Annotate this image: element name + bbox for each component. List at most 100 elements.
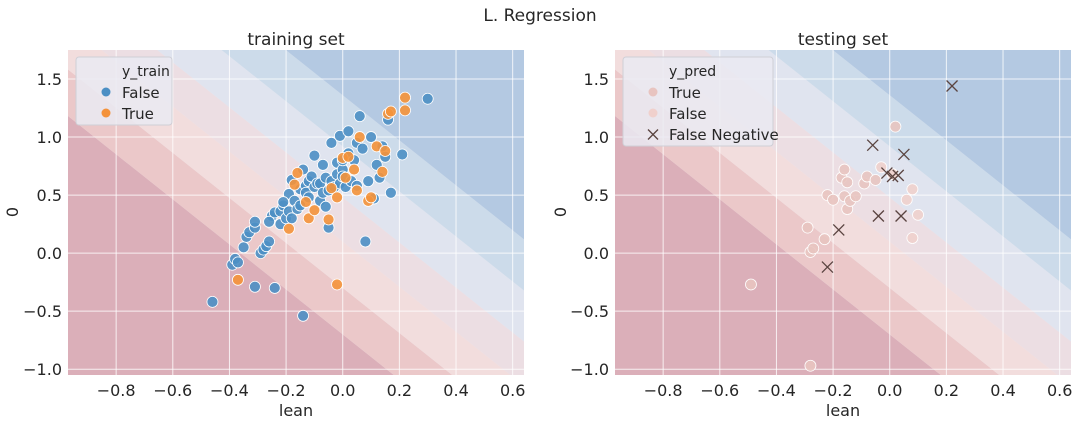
legend-entry: True	[101, 105, 154, 123]
pred-true-point	[869, 174, 882, 186]
false-point	[396, 148, 409, 161]
legend-entry: True	[648, 84, 701, 102]
y-tick-label: 1.0	[37, 128, 62, 147]
y-tick-label: 1.0	[584, 128, 609, 147]
false-negative-point	[892, 169, 905, 182]
x-tick-label: 0.0	[877, 381, 902, 400]
true-point	[232, 273, 244, 286]
true-point	[379, 145, 392, 157]
pred-false-point	[906, 183, 919, 196]
x-tick-label: 0.6	[1047, 381, 1072, 400]
false-point	[317, 159, 329, 171]
y-tick-label: 1.5	[584, 70, 609, 89]
decision-region-band	[704, 50, 1071, 342]
y-tick-label: −1.0	[23, 360, 62, 379]
legend: y_pred True False False Negative	[622, 56, 779, 147]
y-tick-label: −0.5	[23, 302, 62, 321]
x-tick-label: 0.6	[500, 381, 525, 400]
legend-label: False	[122, 84, 160, 102]
false-point	[359, 235, 372, 248]
false-point	[356, 142, 369, 155]
pred-true-point	[818, 233, 831, 246]
y-tick-label: 0.5	[37, 186, 62, 205]
y-tick-label: −0.5	[570, 302, 609, 321]
legend-label: True	[121, 105, 154, 123]
x-tick-label: 0.2	[387, 381, 412, 400]
decision-region-band	[615, 116, 941, 375]
pred-true-point	[838, 163, 851, 176]
legend-label: False	[669, 105, 707, 123]
legend-label: True	[668, 84, 701, 102]
pred-true-point	[804, 359, 817, 372]
y-axis-label: 0	[551, 207, 570, 217]
false-point	[249, 215, 261, 228]
false-negative-point	[946, 80, 959, 92]
chart-title: testing set	[798, 30, 889, 50]
pred-true-point	[807, 242, 820, 255]
legend-title: y_train	[122, 64, 170, 80]
true-point	[342, 150, 355, 163]
true-point	[288, 178, 301, 191]
decision-region-band	[768, 50, 1071, 291]
legend-marker	[101, 87, 111, 97]
true-point	[353, 131, 366, 143]
legend-entry: False Negative	[647, 126, 779, 144]
legend-marker	[101, 108, 111, 118]
y-tick-label: 0.0	[584, 244, 609, 263]
y-tick-label: 0.5	[584, 186, 609, 205]
true-point	[308, 204, 321, 217]
true-point	[283, 222, 295, 235]
legend-entry: False	[648, 105, 707, 123]
true-point	[322, 213, 335, 226]
pred-true-point	[889, 120, 902, 133]
pred-true-point	[801, 221, 814, 234]
pred-false-point	[886, 168, 899, 181]
testing-set-panel: testing set lean 0 −0.8 −0.6 −0.4 −0.2 0.0 0.…	[551, 30, 1072, 420]
decision-region-band	[221, 50, 524, 291]
legend-entry: False	[101, 84, 160, 102]
pred-true-point	[849, 190, 862, 203]
legend-marker	[648, 108, 658, 118]
x-tick-label: −0.6	[153, 381, 192, 400]
pred-false-point	[906, 232, 919, 244]
false-point	[362, 175, 375, 188]
true-point	[302, 212, 315, 225]
legend-title: y_pred	[669, 64, 716, 80]
true-point	[339, 171, 352, 184]
true-point	[350, 184, 363, 197]
false-point	[268, 282, 281, 294]
y-tick-label: 1.5	[37, 70, 62, 89]
false-point	[206, 295, 219, 308]
pred-false-point	[912, 208, 924, 221]
x-tick-label: 0.0	[330, 381, 355, 400]
false-negative-point	[866, 139, 879, 152]
false-point	[421, 92, 434, 105]
true-point	[399, 104, 411, 117]
y-axis-label: 0	[3, 207, 22, 217]
true-point	[331, 278, 343, 291]
figure-suptitle: L. Regression	[483, 6, 596, 26]
false-point	[249, 280, 261, 293]
false-point	[384, 186, 397, 199]
true-point	[325, 182, 338, 195]
x-tick-label: −0.2	[267, 381, 306, 400]
pred-true-point	[745, 278, 757, 291]
false-negative-point	[872, 210, 885, 222]
x-tick-label: 0.4	[990, 381, 1015, 400]
false-negative-point	[897, 148, 910, 161]
true-point	[384, 105, 397, 118]
true-point	[331, 191, 343, 204]
false-point	[353, 110, 366, 123]
x-axis-label: lean	[826, 401, 860, 420]
y-tick-label: −1.0	[570, 360, 609, 379]
pred-false-point	[900, 193, 913, 206]
true-point	[348, 163, 360, 176]
decision-region-band	[832, 50, 1071, 240]
true-point	[376, 165, 389, 178]
false-negative-point	[895, 210, 908, 222]
true-point	[399, 91, 411, 104]
false-point	[232, 256, 244, 269]
false-point	[319, 200, 332, 213]
legend: y_train False True	[75, 56, 173, 126]
